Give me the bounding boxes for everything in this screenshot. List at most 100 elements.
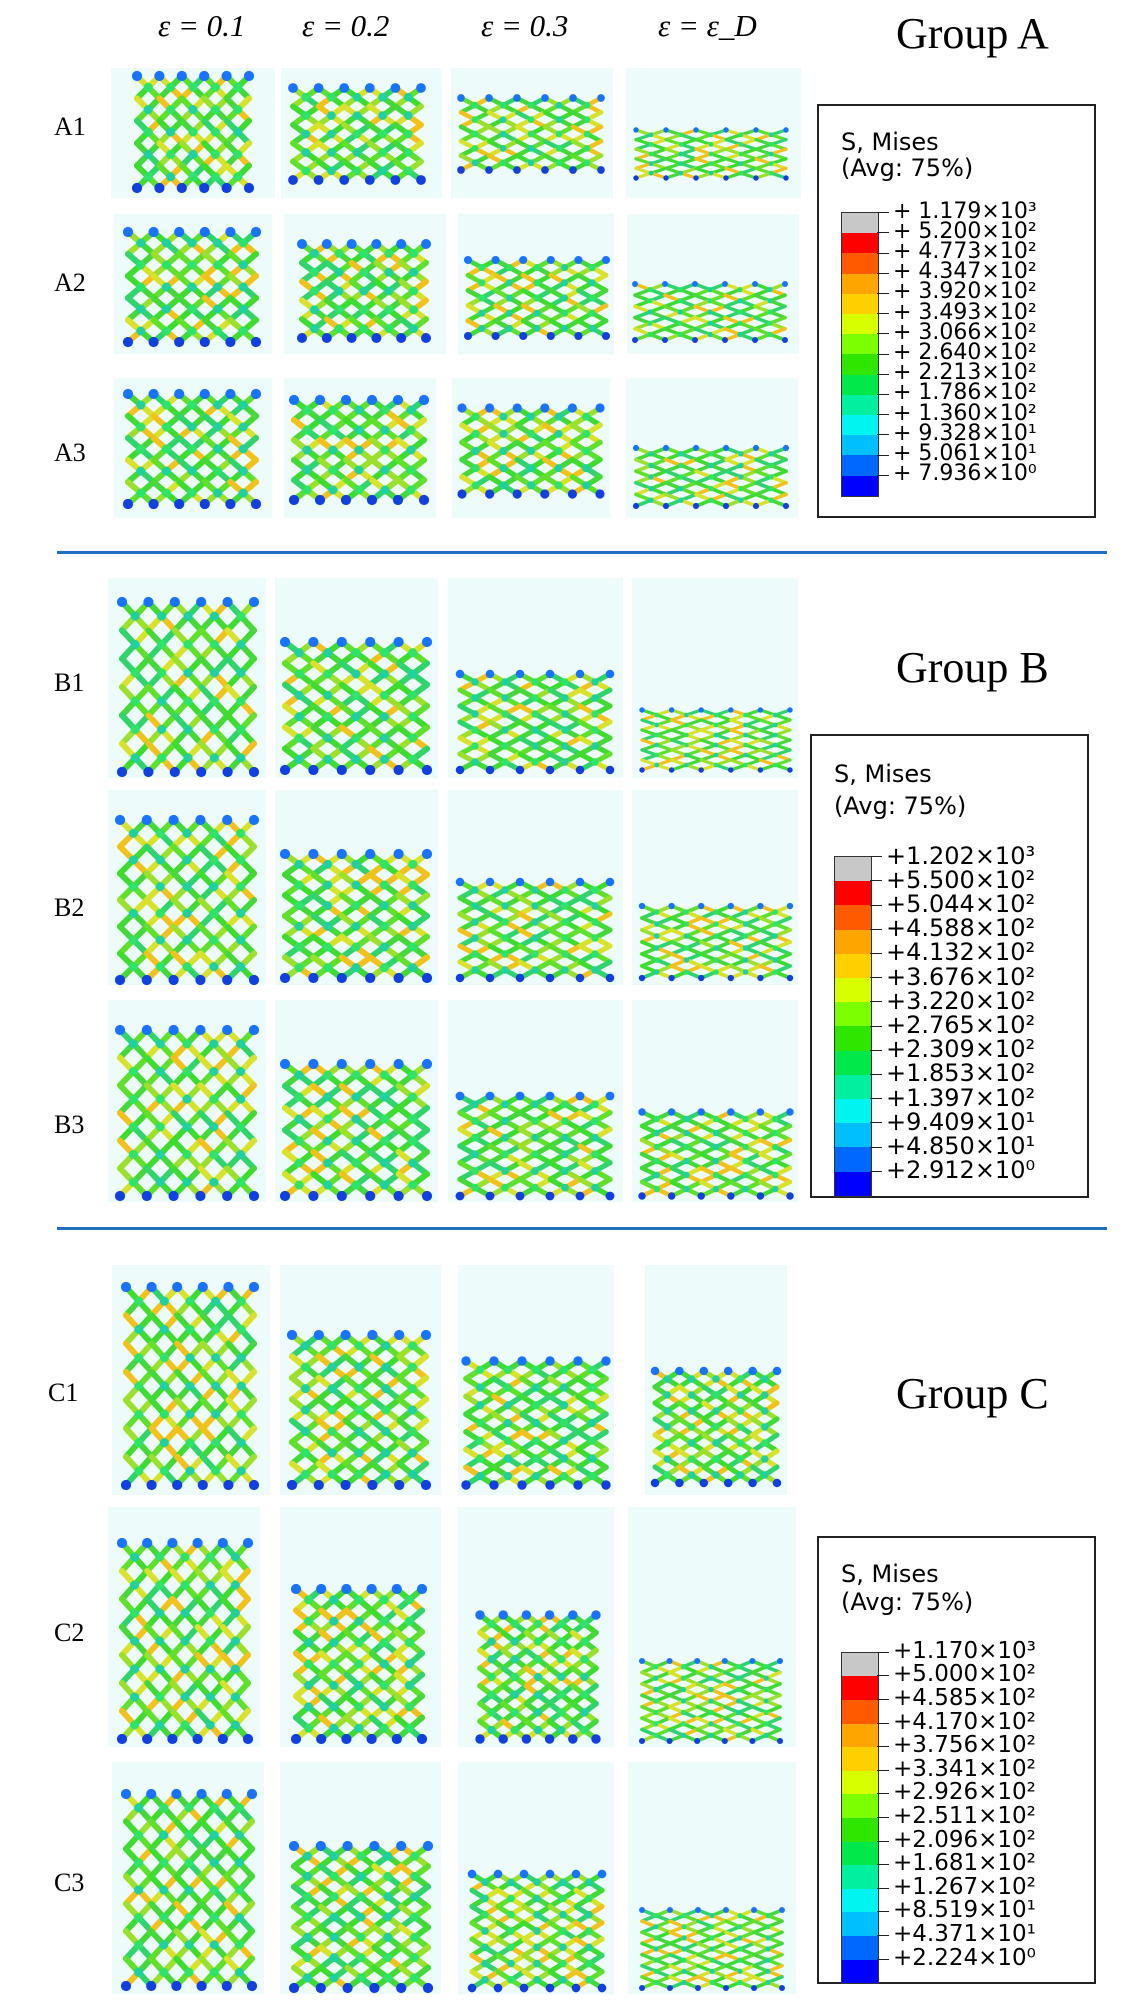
- lattice-end-node: [116, 1537, 128, 1549]
- lattice-joint: [554, 446, 563, 456]
- lattice-end-node: [662, 444, 670, 452]
- lattice-joint: [736, 1471, 745, 1479]
- lattice-joint: [300, 1469, 310, 1479]
- lattice-joint: [230, 1692, 240, 1702]
- lattice-end-node: [248, 1479, 260, 1491]
- lattice-joint: [323, 1180, 333, 1190]
- lattice-joint: [471, 934, 479, 942]
- lattice-joint: [327, 148, 336, 157]
- row-label-c2: C2: [54, 1618, 85, 1647]
- lattice-joint: [647, 286, 653, 293]
- lattice-joint: [707, 286, 713, 293]
- lattice-end-node: [697, 1192, 705, 1200]
- lattice-joint: [678, 451, 684, 457]
- lattice-joint: [684, 752, 689, 758]
- lattice-joint: [531, 1365, 541, 1375]
- lattice-joint: [648, 170, 654, 176]
- lattice-joint: [708, 497, 714, 503]
- lattice-end-node: [195, 814, 206, 826]
- lattice-joint: [738, 474, 744, 480]
- lattice-joint: [209, 935, 219, 945]
- lattice-joint: [501, 1133, 509, 1142]
- lattice-joint: [408, 1405, 418, 1415]
- lattice-joint: [205, 1664, 215, 1674]
- lattice-joint: [531, 1167, 539, 1175]
- lattice-joint: [130, 1636, 140, 1646]
- lattice-joint: [294, 1114, 304, 1124]
- lattice-end-node: [393, 636, 404, 648]
- lattice-joint: [294, 1180, 304, 1190]
- lattice-joint: [678, 132, 684, 138]
- lattice-joint: [351, 859, 361, 869]
- lattice-joint: [561, 324, 569, 332]
- lattice-joint: [351, 690, 361, 700]
- lattice-end-node: [279, 636, 291, 648]
- lattice-image-a1-strain-0-2: [281, 68, 442, 198]
- lattice-joint: [737, 286, 743, 293]
- lattice-joint: [487, 1655, 496, 1664]
- lattice-end-node: [297, 239, 307, 249]
- lattice-joint: [323, 712, 333, 722]
- lattice-joint: [663, 1407, 671, 1415]
- lattice-joint: [408, 1070, 418, 1080]
- lattice-joint: [708, 170, 714, 176]
- lattice-end-node: [308, 848, 319, 860]
- lattice-end-node: [286, 1479, 298, 1491]
- lattice-joint: [408, 859, 418, 869]
- lattice-end-node: [120, 1479, 132, 1491]
- lattice-joint: [768, 142, 774, 147]
- lattice-joint: [155, 1094, 165, 1104]
- lattice-joint: [648, 497, 654, 503]
- lattice-end-node: [753, 175, 759, 181]
- lattice-end-node: [698, 974, 705, 982]
- lattice-joint: [205, 1636, 215, 1646]
- lattice-joint: [187, 326, 197, 336]
- lattice-joint: [155, 1692, 165, 1702]
- lattice-end-node: [475, 1610, 485, 1620]
- lattice-joint: [236, 1122, 246, 1132]
- lattice-joint: [155, 1150, 165, 1159]
- lattice-joint: [180, 1552, 190, 1562]
- lattice-joint: [527, 101, 535, 109]
- lattice-joint: [205, 1552, 215, 1562]
- lattice-image-c2-strain-0-2: [280, 1507, 441, 1747]
- group-a-title: Group A: [896, 9, 1049, 58]
- lattice-joint: [354, 1616, 364, 1626]
- lattice-joint: [334, 248, 344, 258]
- lattice-joint: [713, 957, 719, 963]
- lattice-end-node: [782, 444, 790, 452]
- lattice-joint: [499, 116, 507, 123]
- lattice-image-b3-strain-0-1: [108, 1000, 266, 1202]
- lattice-joint: [707, 331, 713, 338]
- lattice-joint: [475, 1436, 485, 1445]
- lattice-joint: [653, 909, 660, 915]
- lattice-joint: [182, 962, 192, 972]
- lattice-end-node: [568, 1734, 578, 1744]
- lattice-joint: [233, 149, 243, 159]
- lattice-joint: [653, 1115, 661, 1123]
- lattice-end-node: [225, 226, 236, 238]
- lattice-joint: [351, 921, 361, 931]
- lattice-joint: [323, 1114, 333, 1124]
- lattice-joint: [587, 1454, 597, 1463]
- lattice-joint: [531, 934, 539, 942]
- lattice-joint: [683, 957, 690, 963]
- lattice-joint: [583, 101, 591, 109]
- lattice-end-node: [722, 337, 728, 343]
- lattice-joint: [379, 712, 389, 722]
- lattice-joint: [134, 1438, 144, 1448]
- lattice-joint: [130, 1692, 140, 1702]
- lattice-joint: [351, 1070, 361, 1080]
- lattice-joint: [213, 282, 223, 292]
- lattice-end-node: [217, 1537, 228, 1549]
- lattice-end-node: [346, 333, 357, 343]
- lattice-end-node: [699, 1366, 709, 1376]
- lattice-joint: [501, 886, 509, 894]
- lattice-joint: [238, 304, 248, 314]
- lattice-joint: [211, 1353, 221, 1363]
- lattice-joint: [213, 260, 223, 270]
- lattice-end-node: [393, 764, 404, 776]
- lattice-joint: [648, 142, 654, 147]
- lattice-joint: [742, 957, 749, 963]
- lattice-joint: [294, 648, 304, 658]
